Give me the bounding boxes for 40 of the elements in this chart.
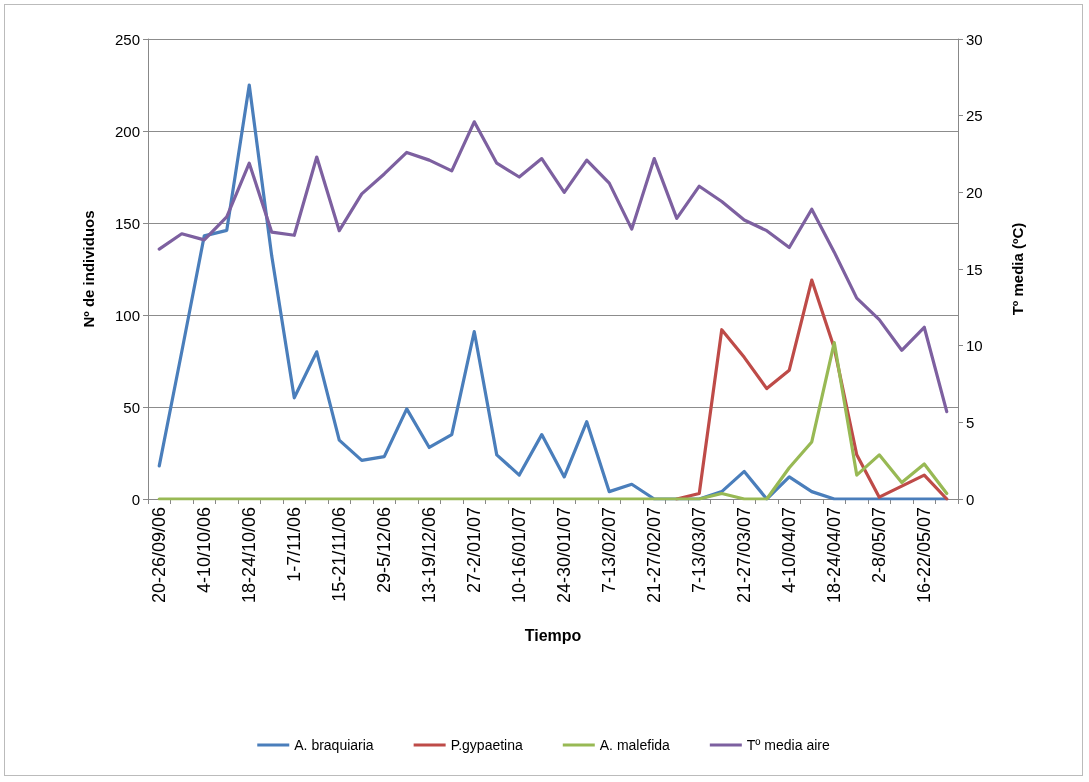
- x-tick-label: 27-2/01/07: [464, 507, 485, 594]
- y2-tick-label: 20: [966, 183, 983, 201]
- x-tick-label: 18-24/10/06: [239, 507, 260, 604]
- x-tick-label: 1-7/11/06: [284, 507, 305, 582]
- y2-tick-label: 25: [966, 107, 983, 125]
- y2-tick-label: 15: [966, 260, 983, 278]
- y2-axis-title: Tº media (ºC): [1009, 222, 1026, 316]
- x-tick-label: 4-10/04/07: [779, 507, 800, 594]
- y2-tick-label: 0: [966, 490, 975, 508]
- x-tick-label: 13-19/12/06: [419, 507, 440, 604]
- x-tick-label: 16-22/05/07: [914, 507, 935, 604]
- y-axis-title: Nº de individuos: [80, 210, 97, 328]
- y-tick-label: 200: [114, 122, 140, 140]
- x-axis-title: Tiempo: [524, 626, 582, 644]
- y-tick-label: 150: [114, 214, 140, 232]
- legend-label: P.gypaetina: [450, 737, 523, 753]
- x-tick-label: 29-5/12/06: [374, 507, 395, 594]
- x-tick-label: 10-16/01/07: [509, 507, 530, 604]
- y-tick-label: 0: [131, 490, 140, 508]
- y-tick-label: 100: [114, 306, 140, 324]
- x-tick-label: 20-26/09/06: [149, 507, 170, 604]
- y2-tick-label: 5: [966, 413, 975, 431]
- line-series: [157, 341, 949, 501]
- x-tick-label: 7-13/03/07: [689, 507, 710, 594]
- y-tick-label: 250: [114, 30, 140, 48]
- x-tick-label: 15-21/11/06: [329, 507, 350, 602]
- x-tick-label: 21-27/03/07: [734, 507, 755, 604]
- x-tick-label: 21-27/02/07: [644, 507, 665, 604]
- y2-tick-label: 10: [966, 337, 983, 355]
- line-series: [157, 120, 949, 414]
- x-tick-label: 4-10/10/06: [194, 507, 215, 594]
- legend-label: Tº media aire: [746, 737, 830, 753]
- legend-label: A. braquiaria: [294, 737, 374, 753]
- y-tick-label: 50: [123, 398, 140, 416]
- legend-label: A. malefida: [599, 737, 671, 753]
- y2-tick-label: 30: [966, 30, 983, 48]
- x-tick-label: 24-30/01/07: [554, 507, 575, 604]
- x-tick-label: 2-8/05/07: [869, 507, 890, 584]
- x-tick-label: 7-13/02/07: [599, 507, 620, 594]
- x-tick-label: 18-24/04/07: [824, 507, 845, 604]
